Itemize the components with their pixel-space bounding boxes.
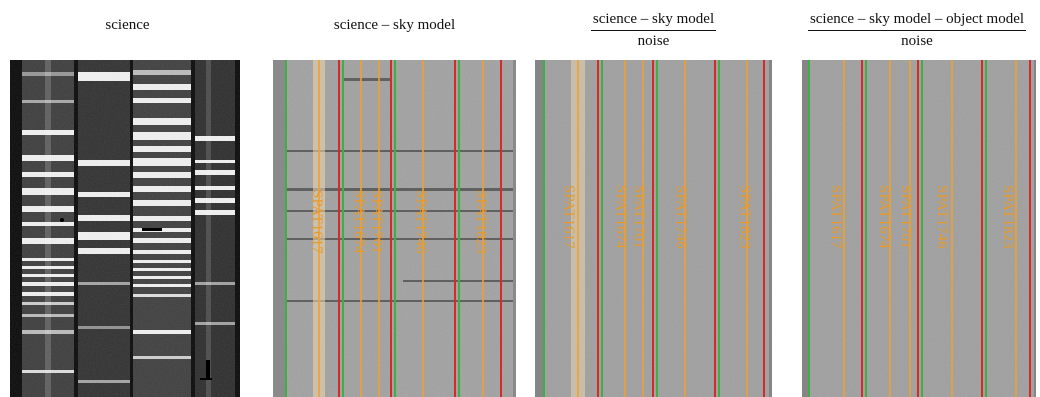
title-denominator: noise [637,33,670,49]
sky-subtracted-image: SPAT1617 SPAT1674 SPAT1701 SPAT1746 SPAT… [273,60,516,397]
slit-label: SPAT1674 [351,190,367,254]
panel-4-title: science – sky model – object model noise [795,0,1039,56]
slit-label: SPAT1823 [1000,185,1016,249]
slit-label: SPAT1746 [673,185,689,249]
slit-label: SPAT1823 [737,185,753,249]
slit-label: SPAT1617 [561,185,577,249]
slit-label: SPAT1823 [473,190,489,254]
slit-label: SPAT1674 [876,185,892,249]
panel-2-title: science – sky model [273,0,516,56]
slit-label: SPAT1617 [828,185,844,249]
title-denominator: noise [901,33,933,49]
title-numerator: science – sky model [590,10,717,31]
science-image [10,60,240,397]
fraction: science – sky model – object model noise [807,0,1027,51]
science-title: science [105,17,150,33]
normalized-residual-image: SPAT1617 SPAT1674 SPAT1701 SPAT1746 SPAT… [535,60,772,397]
panel-3-title: science – sky model noise [535,0,772,56]
title-numerator: science – sky model – object model [807,10,1027,31]
fraction: science – sky model noise [590,0,717,51]
slit-label: SPAT1701 [631,185,647,249]
slit-label: SPAT1701 [898,185,914,249]
slit-label: SPAT1701 [369,190,385,254]
slit-label: SPAT1746 [934,185,950,249]
slit-label: SPAT1746 [413,190,429,254]
residual-title: science – sky model [333,17,456,33]
panel-1-title: science [10,0,245,56]
slit-label: SPAT1674 [613,185,629,249]
slit-label: SPAT1617 [309,190,325,254]
final-residual-image: SPAT1617 SPAT1674 SPAT1701 SPAT1746 SPAT… [802,60,1036,397]
